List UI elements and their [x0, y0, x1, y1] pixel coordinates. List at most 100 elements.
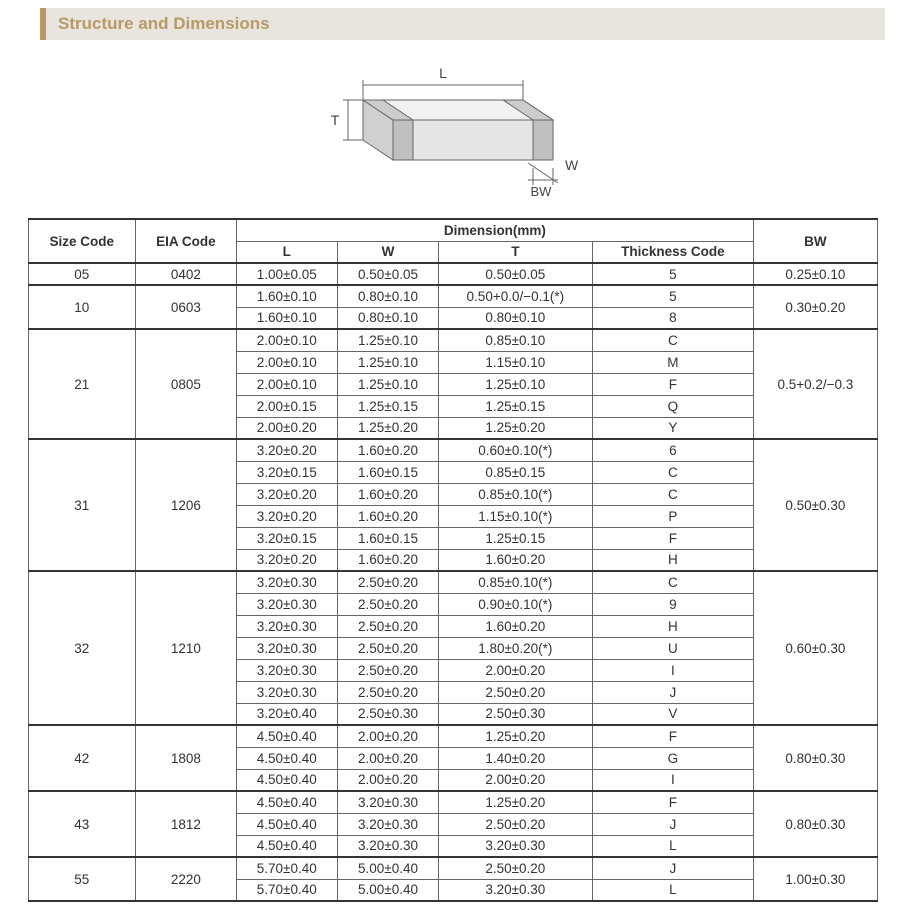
cell-bw: 0.80±0.30	[754, 725, 877, 791]
cell-W: 2.50±0.20	[337, 593, 438, 615]
cell-size: 32	[28, 571, 136, 725]
cell-T: 0.50+0.0/−0.1(*)	[439, 285, 592, 307]
col-tc: Thickness Code	[592, 241, 754, 263]
cell-tc: F	[592, 725, 754, 747]
cell-bw: 0.30±0.20	[754, 285, 877, 329]
cell-W: 0.80±0.10	[337, 285, 438, 307]
cell-L: 2.00±0.10	[236, 373, 337, 395]
cell-L: 2.00±0.10	[236, 329, 337, 351]
cell-L: 1.60±0.10	[236, 307, 337, 329]
cell-T: 0.85±0.10(*)	[439, 483, 592, 505]
label-BW: BW	[530, 184, 552, 199]
cell-W: 1.60±0.20	[337, 505, 438, 527]
cell-L: 3.20±0.20	[236, 549, 337, 571]
cell-eia: 1808	[136, 725, 237, 791]
cell-L: 1.00±0.05	[236, 263, 337, 285]
cell-T: 0.80±0.10	[439, 307, 592, 329]
cell-W: 1.25±0.10	[337, 373, 438, 395]
chip-3d-icon: L T W BW	[313, 50, 593, 200]
cell-tc: G	[592, 747, 754, 769]
cell-W: 1.60±0.15	[337, 461, 438, 483]
cell-eia: 0805	[136, 329, 237, 439]
cell-size: 42	[28, 725, 136, 791]
cell-eia: 0402	[136, 263, 237, 285]
cell-L: 3.20±0.30	[236, 615, 337, 637]
cell-size: 10	[28, 285, 136, 329]
col-eia: EIA Code	[136, 219, 237, 263]
cell-W: 1.60±0.20	[337, 549, 438, 571]
cell-L: 1.60±0.10	[236, 285, 337, 307]
cell-T: 2.00±0.20	[439, 769, 592, 791]
cell-tc: 9	[592, 593, 754, 615]
cell-W: 1.25±0.20	[337, 417, 438, 439]
cell-W: 5.00±0.40	[337, 879, 438, 901]
cell-eia: 0603	[136, 285, 237, 329]
cell-T: 1.25±0.20	[439, 725, 592, 747]
cell-T: 1.15±0.10(*)	[439, 505, 592, 527]
cell-L: 5.70±0.40	[236, 857, 337, 879]
cell-size: 05	[28, 263, 136, 285]
cell-T: 2.50±0.20	[439, 857, 592, 879]
cell-T: 1.25±0.10	[439, 373, 592, 395]
cell-W: 0.80±0.10	[337, 307, 438, 329]
table-row: 3112063.20±0.201.60±0.200.60±0.10(*)60.5…	[28, 439, 877, 461]
cell-tc: I	[592, 769, 754, 791]
cell-eia: 1812	[136, 791, 237, 857]
cell-W: 0.50±0.05	[337, 263, 438, 285]
cell-L: 3.20±0.20	[236, 439, 337, 461]
cell-W: 1.25±0.10	[337, 329, 438, 351]
cell-eia: 1206	[136, 439, 237, 571]
cell-W: 2.50±0.20	[337, 637, 438, 659]
table-body: 0504021.00±0.050.50±0.050.50±0.0550.25±0…	[28, 263, 877, 901]
cell-T: 0.50±0.05	[439, 263, 592, 285]
cell-tc: I	[592, 659, 754, 681]
col-W: W	[337, 241, 438, 263]
cell-bw: 0.80±0.30	[754, 791, 877, 857]
cell-T: 0.85±0.15	[439, 461, 592, 483]
cell-W: 3.20±0.30	[337, 791, 438, 813]
cell-tc: J	[592, 681, 754, 703]
cell-tc: 5	[592, 285, 754, 307]
cell-L: 5.70±0.40	[236, 879, 337, 901]
cell-tc: H	[592, 549, 754, 571]
cell-T: 2.50±0.20	[439, 813, 592, 835]
cell-L: 3.20±0.30	[236, 659, 337, 681]
cell-L: 4.50±0.40	[236, 813, 337, 835]
cell-L: 3.20±0.15	[236, 527, 337, 549]
cell-size: 43	[28, 791, 136, 857]
col-T: T	[439, 241, 592, 263]
col-bw: BW	[754, 219, 877, 263]
cell-L: 3.20±0.20	[236, 483, 337, 505]
cell-tc: C	[592, 461, 754, 483]
cell-T: 0.60±0.10(*)	[439, 439, 592, 461]
cell-tc: U	[592, 637, 754, 659]
component-diagram: L T W BW	[0, 50, 905, 203]
dimensions-table: Size Code EIA Code Dimension(mm) BW L W …	[28, 218, 878, 902]
cell-T: 0.85±0.10(*)	[439, 571, 592, 593]
cell-W: 3.20±0.30	[337, 813, 438, 835]
cell-eia: 2220	[136, 857, 237, 901]
cell-L: 3.20±0.20	[236, 505, 337, 527]
cell-bw: 0.60±0.30	[754, 571, 877, 725]
cell-W: 2.50±0.30	[337, 703, 438, 725]
cell-L: 2.00±0.20	[236, 417, 337, 439]
cell-L: 3.20±0.30	[236, 681, 337, 703]
table-row: 0504021.00±0.050.50±0.050.50±0.0550.25±0…	[28, 263, 877, 285]
cell-tc: L	[592, 879, 754, 901]
label-T: T	[330, 112, 339, 128]
table-row: 1006031.60±0.100.80±0.100.50+0.0/−0.1(*)…	[28, 285, 877, 307]
cell-W: 2.50±0.20	[337, 571, 438, 593]
cell-L: 4.50±0.40	[236, 725, 337, 747]
cell-L: 2.00±0.10	[236, 351, 337, 373]
cell-bw: 0.5+0.2/−0.3	[754, 329, 877, 439]
cell-tc: C	[592, 329, 754, 351]
section-header: Structure and Dimensions	[40, 8, 885, 40]
table-row: 5522205.70±0.405.00±0.402.50±0.20J1.00±0…	[28, 857, 877, 879]
table-row: 4218084.50±0.402.00±0.201.25±0.20F0.80±0…	[28, 725, 877, 747]
cell-W: 1.25±0.15	[337, 395, 438, 417]
cell-W: 2.00±0.20	[337, 725, 438, 747]
cell-T: 2.50±0.30	[439, 703, 592, 725]
table-row: 3212103.20±0.302.50±0.200.85±0.10(*)C0.6…	[28, 571, 877, 593]
cell-size: 21	[28, 329, 136, 439]
cell-tc: F	[592, 791, 754, 813]
